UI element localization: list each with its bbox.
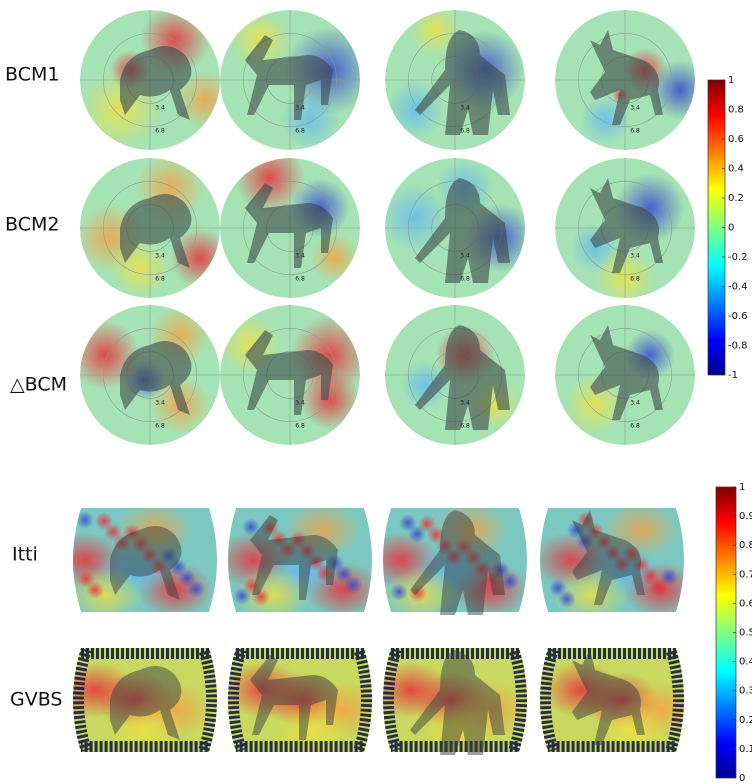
ring-label: 6.8 — [155, 423, 165, 430]
ring-label: 3.4 — [630, 104, 640, 111]
colorbar-tick-label: 0.5 — [739, 628, 752, 639]
ring-label: 3.4 — [155, 104, 165, 111]
heat-blob — [399, 514, 417, 532]
colorbar-tick-label: 0.2 — [728, 193, 744, 204]
polar-map: 3.4 6.8 — [220, 10, 375, 150]
ring-label: 6.8 — [295, 423, 305, 430]
row-label: △BCM — [10, 374, 67, 396]
heat-blob — [235, 143, 305, 213]
colorbar-tick-label: -0.6 — [728, 311, 748, 322]
ring-label: 3.4 — [630, 252, 640, 259]
ring-label: 6.8 — [630, 276, 640, 283]
saliency-map — [373, 648, 529, 758]
heat-blob — [110, 238, 170, 298]
ring-label: 3.4 — [630, 399, 640, 406]
saliency-map — [533, 502, 699, 623]
polar-map: 3.4 6.8 — [80, 5, 235, 150]
polar-map: 3.4 6.8 — [75, 153, 230, 298]
colorbar-tick-label: 0.3 — [739, 686, 752, 697]
polar-map: 3.4 6.8 — [220, 305, 370, 445]
colorbar-tick-label: -0.4 — [728, 282, 748, 293]
saliency-map — [57, 648, 217, 758]
saliency-map — [540, 648, 699, 758]
polar-map: 3.4 6.8 — [555, 158, 695, 308]
colorbar-tick-label: 0 — [739, 773, 745, 784]
ring-label: 6.8 — [155, 276, 165, 283]
colorbar-tick-label: 0.6 — [739, 598, 752, 609]
colorbar-tick-label: 0.2 — [739, 715, 752, 726]
saliency-map — [225, 648, 381, 758]
colorbar-tick-label: 1 — [728, 75, 734, 86]
ring-label: 3.4 — [460, 104, 470, 111]
ring-label: 6.8 — [460, 423, 470, 430]
colorbar-tick-label: -1 — [728, 370, 738, 381]
colorbar-tick-label: 0.1 — [739, 744, 752, 755]
ring-label: 6.8 — [155, 128, 165, 135]
heat-blob — [549, 579, 567, 597]
colorbar-tick-label: 0.9 — [739, 511, 752, 522]
colorbar-tick-label: 0.8 — [728, 105, 744, 116]
ring-label: 3.4 — [155, 399, 165, 406]
heat-blob — [418, 515, 436, 533]
ring-label: 3.4 — [295, 104, 305, 111]
ring-label: 3.4 — [460, 252, 470, 259]
figure: 3.4 6.8 3.4 6.8 3.4 6.8 3.4 6.8 3.4 6.8 3.4 6.8 3.4 6… — [0, 0, 752, 784]
ring-label: 3.4 — [155, 252, 165, 259]
colorbar-tick-label: 1 — [739, 482, 745, 493]
saliency-map — [47, 502, 217, 623]
polar-map: 3.4 6.8 — [385, 5, 525, 150]
heat-blob — [280, 90, 340, 150]
colorbar-tick-label: 0.4 — [739, 657, 752, 668]
row-label: BCM1 — [5, 64, 59, 86]
heat-blob — [390, 583, 408, 601]
heat-blob — [95, 512, 113, 530]
ring-label: 6.8 — [460, 128, 470, 135]
colorbar-tick-label: -0.8 — [728, 341, 748, 352]
row-label: BCM2 — [5, 214, 59, 236]
polar-map: 3.4 6.8 — [70, 305, 220, 445]
row-label: Itti — [12, 544, 38, 566]
colorbar-tick-label: 0 — [728, 223, 734, 234]
ring-label: 6.8 — [460, 276, 470, 283]
heat-blob — [76, 511, 94, 529]
ring-label: 6.8 — [630, 128, 640, 135]
heat-blob — [660, 568, 678, 586]
heat-blob — [77, 570, 95, 588]
polar-map: 3.4 6.8 — [385, 305, 525, 445]
saliency-map — [215, 502, 381, 623]
polar-map: 3.4 6.8 — [555, 10, 710, 150]
ring-label: 6.8 — [295, 128, 305, 135]
ring-label: 6.8 — [630, 423, 640, 430]
colorbar-tick-label: 0.8 — [739, 540, 752, 551]
colorbar-tick-label: 0.6 — [728, 134, 744, 145]
colorbar-tick-label: 0.7 — [739, 569, 752, 580]
ring-label: 6.8 — [295, 276, 305, 283]
polar-map: 3.4 6.8 — [220, 143, 360, 298]
ring-label: 3.4 — [295, 399, 305, 406]
saliency-map — [363, 502, 529, 623]
row-label: GVBS — [10, 689, 62, 711]
colorbar-tick-label: -0.2 — [728, 252, 748, 263]
polar-map: 3.4 6.8 — [555, 305, 695, 445]
colorbar-tick-label: 0.4 — [728, 164, 744, 175]
ring-label: 3.4 — [460, 399, 470, 406]
ring-label: 3.4 — [295, 252, 305, 259]
polar-map: 3.4 6.8 — [380, 158, 535, 298]
